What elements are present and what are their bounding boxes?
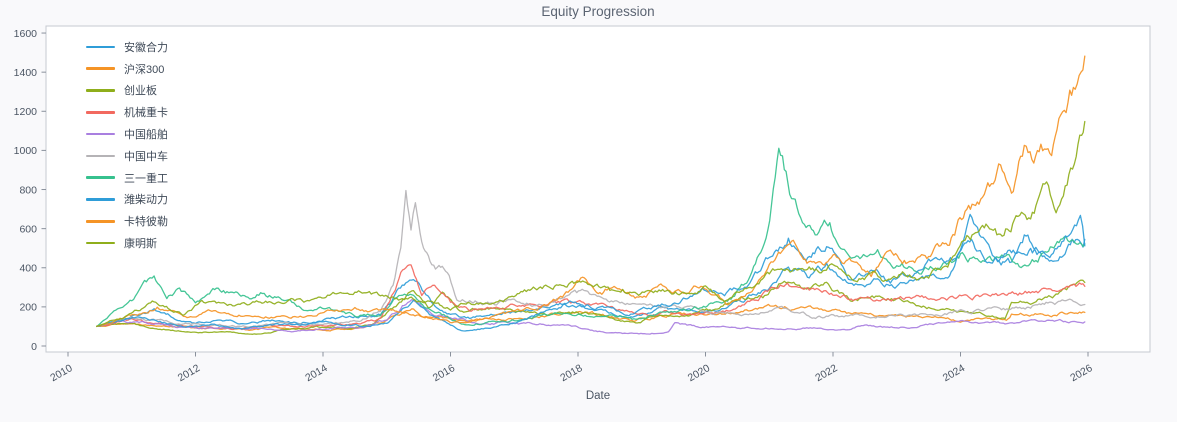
- x-tick-label: 2018: [558, 362, 584, 384]
- y-tick-label: 200: [19, 302, 37, 314]
- legend-item-4: 中国船舶: [86, 123, 168, 145]
- legend-item-3: 机械重卡: [86, 101, 168, 123]
- series-line-8: [96, 55, 1086, 328]
- series-line-2: [96, 279, 1086, 335]
- legend-label: 机械重卡: [124, 107, 168, 120]
- legend-item-1: 沪深300: [86, 58, 168, 80]
- legend-swatch-icon: [86, 219, 115, 223]
- y-tick-label: 800: [19, 184, 37, 196]
- legend: 安徽合力沪深300 创业板机械重卡中国船舶中国中车三一重工潍柴动力卡特彼勒康明斯: [86, 36, 168, 254]
- y-tick-label: 1000: [14, 145, 38, 157]
- legend-swatch-icon: [86, 67, 115, 70]
- legend-swatch-icon: [86, 110, 115, 114]
- x-tick-label: 2022: [813, 362, 839, 384]
- x-tick-label: 2016: [431, 362, 457, 384]
- legend-label: 三一重工: [124, 172, 168, 185]
- legend-swatch-icon: [86, 89, 115, 92]
- x-tick-label: 2012: [176, 362, 202, 384]
- legend-label: 潍柴动力: [124, 194, 168, 207]
- legend-swatch-icon: [86, 198, 115, 201]
- legend-label: 安徽合力: [124, 41, 168, 54]
- series-line-6: [96, 147, 1086, 328]
- legend-swatch-icon: [86, 241, 115, 245]
- y-tick-label: 1400: [14, 67, 38, 79]
- legend-label: 康明斯: [124, 238, 157, 251]
- x-tick-label: 2014: [303, 362, 329, 384]
- y-tick-label: 400: [19, 263, 37, 275]
- legend-swatch-icon: [86, 176, 115, 179]
- x-tick-label: 2024: [941, 362, 967, 384]
- legend-label: 卡特彼勒: [124, 216, 168, 229]
- legend-swatch-icon: [86, 45, 115, 49]
- y-tick-label: 600: [19, 223, 37, 235]
- y-tick-label: 0: [31, 341, 37, 353]
- legend-label: 中国船舶: [124, 129, 168, 142]
- legend-item-6: 三一重工: [86, 167, 168, 189]
- legend-label: 创业板: [124, 85, 157, 98]
- x-tick-label: 2020: [686, 362, 712, 384]
- legend-swatch-icon: [86, 154, 115, 158]
- series-line-5: [96, 189, 1086, 328]
- legend-label: 沪深300: [124, 63, 165, 76]
- x-tick-label: 2026: [1068, 362, 1094, 384]
- legend-label: 中国中车: [124, 150, 168, 163]
- series-line-9: [96, 120, 1086, 328]
- series-line-4: [96, 299, 1086, 335]
- y-tick-label: 1600: [14, 28, 38, 40]
- legend-item-0: 安徽合力: [86, 36, 168, 58]
- plot-area: [45, 25, 1151, 353]
- x-axis-title: Date: [585, 390, 611, 402]
- legend-swatch-icon: [86, 132, 115, 136]
- x-tick-label: 2010: [48, 362, 74, 384]
- chart-title: Equity Progression: [541, 4, 655, 19]
- y-tick-label: 1200: [14, 106, 38, 118]
- series-line-7: [96, 214, 1086, 332]
- legend-item-7: 潍柴动力: [86, 189, 168, 211]
- legend-item-5: 中国中车: [86, 145, 168, 167]
- legend-item-8: 卡特彼勒: [86, 210, 168, 232]
- legend-item-2: 创业板: [86, 80, 168, 102]
- legend-item-9: 康明斯: [86, 232, 168, 254]
